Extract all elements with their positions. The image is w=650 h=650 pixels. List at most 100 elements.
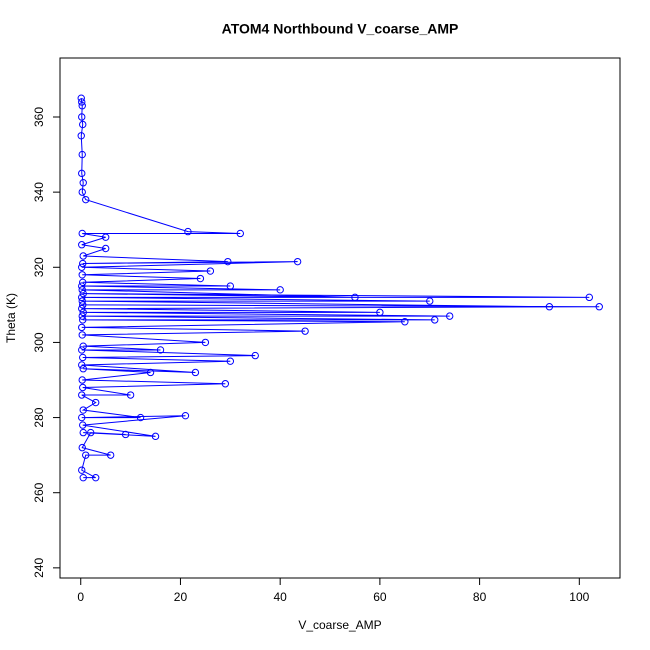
data-point xyxy=(236,229,244,238)
y-tick-label: 300 xyxy=(32,332,46,352)
data-point xyxy=(101,244,110,253)
data-point xyxy=(82,195,90,204)
x-axis-label: V_coarse_AMP xyxy=(298,618,381,632)
data-point xyxy=(79,353,87,362)
data-point xyxy=(91,398,100,407)
data-point xyxy=(426,297,434,305)
data-point xyxy=(78,150,86,159)
chart-title: ATOM4 Northbound V_coarse_AMP xyxy=(222,21,459,37)
data-point xyxy=(78,188,86,196)
data-point xyxy=(78,241,86,249)
y-axis-label: Theta (K) xyxy=(4,293,18,343)
data-point xyxy=(79,301,87,309)
data-point xyxy=(224,257,232,266)
y-tick-label: 360 xyxy=(32,107,46,127)
data-point xyxy=(445,312,454,320)
data-point xyxy=(78,286,86,294)
data-point xyxy=(184,227,192,236)
data-point xyxy=(376,308,384,317)
y-tick-label: 340 xyxy=(32,182,46,202)
data-point xyxy=(78,263,86,271)
data-point xyxy=(78,391,86,399)
data-point xyxy=(585,293,593,302)
data-point xyxy=(79,365,87,373)
data-point xyxy=(79,342,87,350)
data-point xyxy=(221,380,230,388)
data-point xyxy=(79,252,87,260)
data-point xyxy=(78,293,86,302)
y-tick-label: 280 xyxy=(32,407,46,427)
data-point xyxy=(136,413,145,422)
data-point xyxy=(78,466,86,474)
data-point xyxy=(78,229,86,238)
data-point xyxy=(226,282,235,290)
data-point xyxy=(78,271,86,279)
x-tick-label: 80 xyxy=(473,590,487,604)
data-point xyxy=(91,473,100,482)
x-tick-label: 0 xyxy=(77,590,84,604)
data-point xyxy=(79,383,87,392)
data-point xyxy=(206,267,215,275)
data-point xyxy=(82,451,90,459)
data-point xyxy=(293,257,302,266)
data-point xyxy=(78,312,86,320)
data-point xyxy=(79,120,87,129)
data-point xyxy=(595,303,603,311)
data-point xyxy=(77,94,85,102)
data-point xyxy=(196,274,205,283)
data-point xyxy=(77,132,85,140)
data-point xyxy=(78,98,86,106)
data-point xyxy=(78,331,86,339)
x-tick-label: 40 xyxy=(273,590,287,604)
data-point xyxy=(78,113,86,121)
data-point xyxy=(78,297,86,305)
data-point xyxy=(78,346,86,354)
x-tick-label: 60 xyxy=(373,590,387,604)
data-point xyxy=(79,421,87,429)
data-point xyxy=(78,304,86,313)
data-point xyxy=(545,303,554,311)
data-point xyxy=(151,432,160,441)
data-line xyxy=(80,98,600,479)
data-point xyxy=(126,391,135,399)
data-point xyxy=(87,428,95,437)
data-point xyxy=(181,411,190,420)
data-point xyxy=(79,406,87,414)
data-point xyxy=(301,327,309,335)
x-tick-label: 20 xyxy=(174,590,188,604)
data-point xyxy=(78,443,86,452)
data-point xyxy=(106,451,115,459)
data-point xyxy=(79,289,87,298)
data-point xyxy=(79,428,87,437)
data-point xyxy=(201,338,210,347)
data-point xyxy=(79,308,87,317)
data-point xyxy=(78,323,86,332)
y-tick-label: 240 xyxy=(32,558,46,578)
data-point xyxy=(146,368,155,377)
data-point xyxy=(226,357,235,365)
data-point xyxy=(251,351,259,360)
data-point xyxy=(191,368,200,377)
data-point xyxy=(431,316,439,324)
data-point xyxy=(156,346,165,354)
x-tick-label: 100 xyxy=(569,590,589,604)
data-point xyxy=(78,376,86,384)
data-point xyxy=(78,102,86,110)
data-point xyxy=(79,259,87,268)
data-point xyxy=(79,278,87,287)
data-point xyxy=(78,361,86,369)
data-point xyxy=(78,169,86,178)
y-tick-label: 320 xyxy=(32,257,46,277)
data-point xyxy=(351,293,359,302)
data-point xyxy=(79,316,87,324)
data-point xyxy=(78,413,86,422)
data-point xyxy=(276,286,284,294)
data-point xyxy=(79,473,87,482)
data-point xyxy=(79,179,87,187)
y-tick-label: 260 xyxy=(32,482,46,502)
data-point xyxy=(121,430,130,439)
data-point xyxy=(78,282,86,290)
data-point xyxy=(401,318,409,326)
